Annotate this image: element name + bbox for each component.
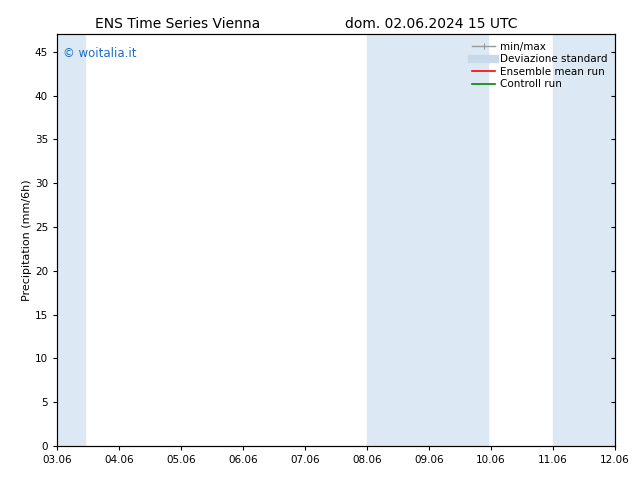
Text: dom. 02.06.2024 15 UTC: dom. 02.06.2024 15 UTC	[345, 17, 517, 31]
Text: © woitalia.it: © woitalia.it	[63, 47, 136, 60]
Legend: min/max, Deviazione standard, Ensemble mean run, Controll run: min/max, Deviazione standard, Ensemble m…	[470, 40, 610, 92]
Bar	[553, 34, 615, 446]
Text: ENS Time Series Vienna: ENS Time Series Vienna	[95, 17, 260, 31]
Y-axis label: Precipitation (mm/6h): Precipitation (mm/6h)	[22, 179, 32, 301]
Bar	[57, 34, 85, 446]
Bar	[367, 34, 488, 446]
